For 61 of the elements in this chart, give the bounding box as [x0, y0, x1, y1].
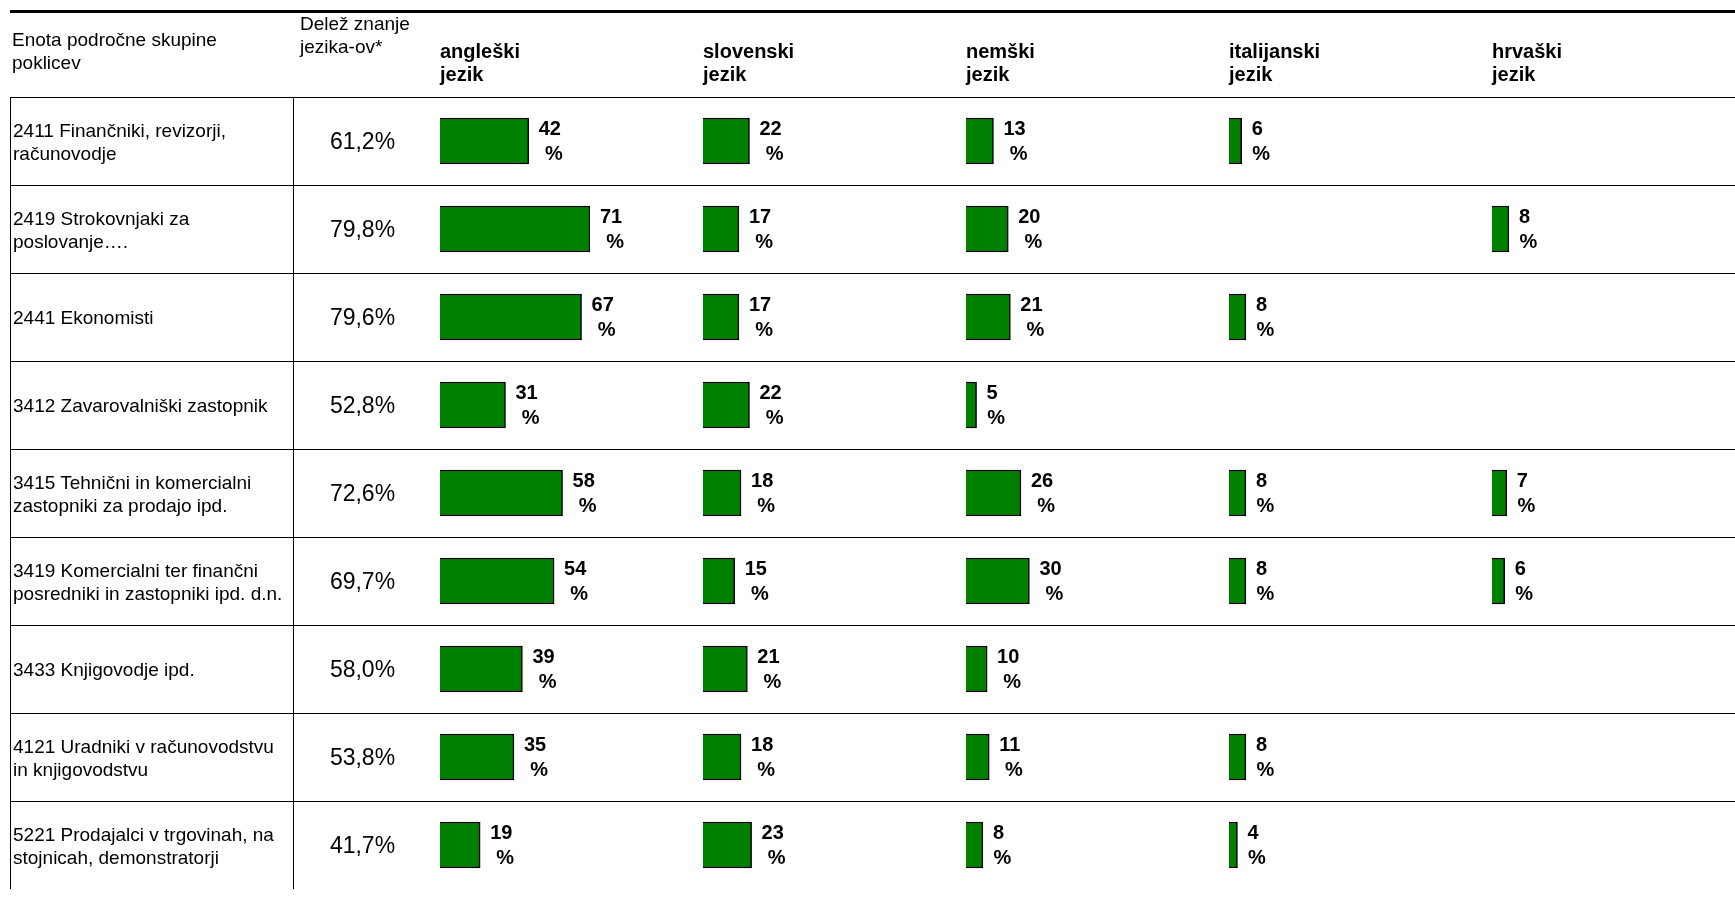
data-label: 8 % — [1255, 556, 1275, 604]
data-label: 19 % — [490, 820, 515, 868]
data-label: 8 % — [1518, 204, 1538, 252]
category-label: 2441 Ekonomisti — [10, 274, 294, 361]
data-label: 10 % — [997, 644, 1022, 692]
chart-title: hrvaški jezik — [1492, 40, 1563, 86]
data-label: 22 % — [759, 116, 784, 164]
category-label: 3412 Zavarovalniški zastopnik — [10, 362, 294, 449]
data-label: 8 % — [1255, 732, 1275, 780]
data-label: 17 % — [748, 204, 774, 252]
chart-title: slovenski jezik — [703, 40, 795, 86]
data-label: 35 % — [523, 732, 549, 780]
data-label: 39 % — [532, 644, 557, 692]
text: 72,6% — [329, 480, 396, 506]
data-label: 23 % — [761, 820, 786, 868]
data-label: 13 % — [1003, 116, 1028, 164]
chart-title: angleški jezik — [440, 40, 521, 86]
text: 53,8% — [329, 744, 396, 770]
data-label: 26 % — [1030, 468, 1056, 516]
text: 58,0% — [329, 656, 396, 682]
data-label: 6 % — [1514, 556, 1534, 604]
chart-title: italijanski jezik — [1229, 40, 1321, 86]
text: 79,6% — [329, 304, 396, 330]
data-label: 30 % — [1039, 556, 1064, 604]
category-label: 3419 Komercialni ter finančni posredniki in zastopniki ipd. d.n. — [10, 538, 294, 625]
data-label: 42 % — [538, 116, 563, 164]
category-label: 3415 Tehnični in komercialni zastopniki za prodajo ipd. — [10, 450, 294, 537]
data-label: 22 % — [759, 380, 784, 428]
text: 79,8% — [329, 216, 396, 242]
data-label: 58 % — [572, 468, 597, 516]
category-label: 3433 Knjigovodje ipd. — [10, 626, 294, 713]
data-label: 11 % — [999, 732, 1023, 780]
category-label: 2411 Finančniki, revizorji, računovodje — [10, 98, 294, 185]
data-label: 8 % — [992, 820, 1012, 868]
chart-title: nemški jezik — [966, 40, 1035, 86]
data-label: 21 % — [757, 644, 782, 692]
category-label: 2419 Strokovnjaki za poslovanje…. — [10, 186, 294, 273]
text: Enota področne skupine poklicev — [12, 28, 218, 74]
data-label: 71 % — [600, 204, 625, 252]
data-label: 6 % — [1251, 116, 1271, 164]
data-label: 17 % — [748, 292, 774, 340]
data-label: 5 % — [986, 380, 1006, 428]
data-label: 54 % — [564, 556, 589, 604]
data-label: 7 % — [1516, 468, 1536, 516]
data-label: 31 % — [515, 380, 540, 428]
text: 69,7% — [329, 568, 396, 594]
text: 52,8% — [329, 392, 396, 418]
text: Delež znanje jezika-ov* — [300, 12, 411, 58]
data-label: 20 % — [1018, 204, 1043, 252]
data-label: 15 % — [744, 556, 769, 604]
data-label: 18 % — [751, 732, 776, 780]
text: 61,2% — [329, 128, 396, 154]
data-label: 8 % — [1255, 292, 1275, 340]
category-label: 4121 Uradniki v računovodstvu in knjigovodstvu — [10, 714, 294, 801]
category-label: 5221 Prodajalci v trgovinah, na stojnicah, demonstratorji — [10, 802, 294, 889]
data-label: 4 % — [1247, 820, 1267, 868]
data-label: 8 % — [1255, 468, 1275, 516]
data-label: 21 % — [1020, 292, 1045, 340]
data-label: 18 % — [751, 468, 776, 516]
text: 41,7% — [329, 832, 396, 858]
data-label: 67 % — [591, 292, 616, 340]
